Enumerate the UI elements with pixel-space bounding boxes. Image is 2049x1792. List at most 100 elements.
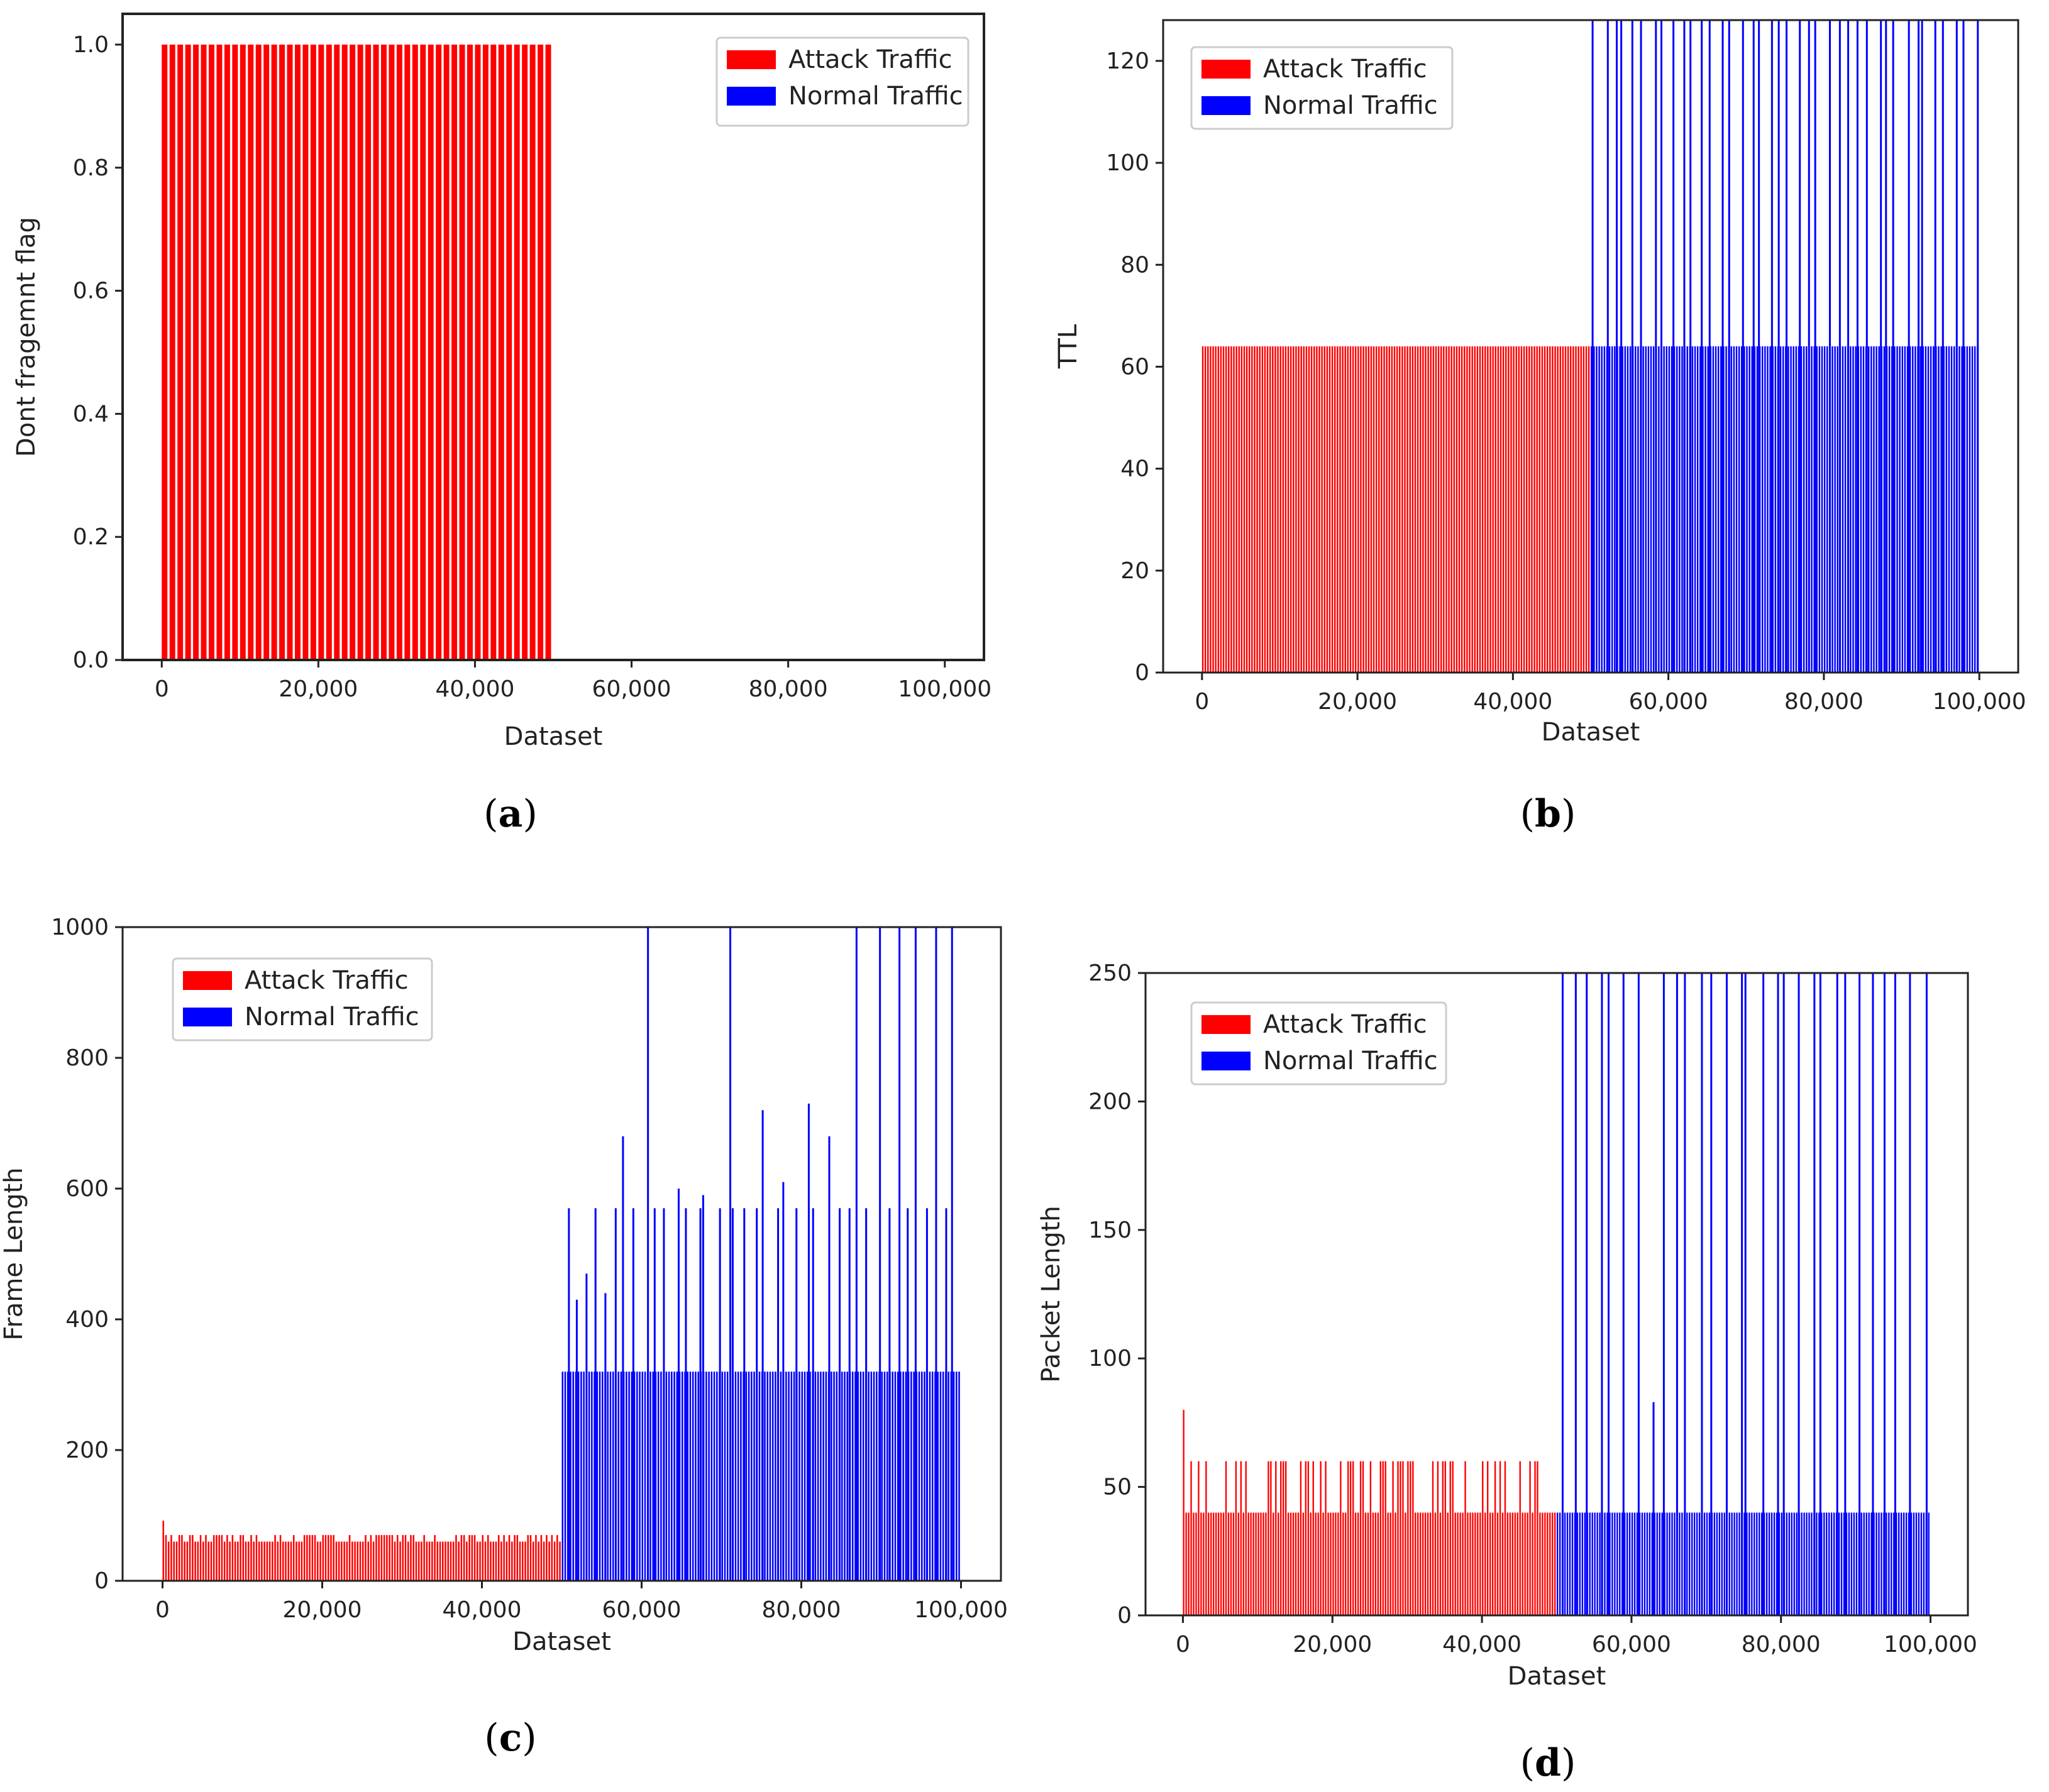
- panel-d-bar-normal: [1803, 1512, 1805, 1615]
- panel-b-bar-attack: [1404, 346, 1406, 673]
- panel-b-bar-attack: [1455, 346, 1458, 673]
- panel-b-bar-attack: [1293, 346, 1295, 673]
- panel-c-bar-attack: [287, 1541, 290, 1581]
- panel-d-bar-attack: [1364, 1512, 1367, 1615]
- panel-b-bar-attack: [1409, 346, 1411, 673]
- panel-c-bar-normal: [748, 1371, 750, 1581]
- panel-c-bar-normal: [841, 1371, 843, 1581]
- panel-d-bar-normal: [1703, 1512, 1706, 1615]
- panel-b-bar-attack: [1453, 346, 1455, 673]
- panel-b-ticks: 0 20,000 40,000 60,000 80,000 100,000 0 20 40 60 8…: [1106, 48, 2026, 715]
- panel-d-bar-attack: [1352, 1461, 1354, 1615]
- panel-b-bars: [1201, 20, 1979, 673]
- panel-d-bar-normal: [1689, 1512, 1691, 1615]
- panel-b-bar-normal: [1754, 346, 1756, 673]
- panel-d-bar-normal: [1868, 1512, 1870, 1615]
- panel-d-bar-normal: [1671, 1512, 1673, 1615]
- panel-d-bar-attack: [1255, 1512, 1257, 1615]
- panel-c-y-tick-label: 400: [65, 1307, 109, 1333]
- panel-c-bar-normal: [937, 1371, 939, 1581]
- panel-c-bar-attack: [240, 1535, 241, 1581]
- panel-c-bar-normal: [609, 1371, 612, 1581]
- panel-b-bar-attack: [1559, 346, 1562, 673]
- panel-d-bar-attack: [1501, 1512, 1504, 1615]
- panel-c-bar-attack: [415, 1541, 417, 1581]
- panel-d-bar-normal: [1848, 1512, 1850, 1615]
- panel-d-bar-attack: [1230, 1512, 1232, 1615]
- panel-a-legend-box: [715, 36, 969, 127]
- panel-c-bar-normal: [673, 1371, 675, 1581]
- panel-c-bar-attack: [559, 1541, 561, 1581]
- panel-d-bar-attack: [1217, 1512, 1220, 1615]
- panel-b-x-tick-label: 20,000: [1318, 689, 1397, 715]
- panel-c-bar-normal: [820, 1371, 822, 1581]
- panel-c-bar-normal: [566, 1371, 569, 1581]
- panel-c-bar-normal: [594, 1371, 595, 1581]
- panel-b-bar-attack: [1261, 346, 1264, 673]
- panel-b-bar-normal: [1855, 346, 1857, 673]
- panel-d-bar-normal: [1733, 1512, 1735, 1615]
- panel-a-bar-attack: [248, 44, 254, 660]
- panel-c-caption: (c): [484, 1716, 536, 1760]
- panel-c: 0 20,000 40,000 60,000 80,000 100,000 0 200 400 6…: [0, 915, 1008, 1760]
- panel-c-bar-attack: [292, 1535, 295, 1581]
- panel-a-x-tick-label: 20,000: [279, 676, 358, 702]
- panel-c-bar-attack: [207, 1541, 210, 1581]
- panel-d-bar-attack: [1362, 1461, 1364, 1615]
- panel-d-bar-normal: [1910, 1512, 1913, 1615]
- panel-d-y-tick-label: 250: [1088, 960, 1132, 986]
- panel-c-bar-attack: [319, 1541, 321, 1581]
- panel-c-x-tick-label: 80,000: [762, 1597, 841, 1623]
- panel-b-bar-normal: [1603, 346, 1606, 673]
- panel-b-bar-normal: [1717, 346, 1720, 673]
- panel-b-bar-attack: [1474, 346, 1476, 673]
- panel-b-bar-normal: [1696, 346, 1699, 673]
- panel-c-bar-normal: [790, 1371, 793, 1581]
- panel-c-bar-attack: [524, 1541, 526, 1581]
- panel-c-bar-normal: [726, 1371, 729, 1581]
- panel-b-bar-attack: [1362, 346, 1364, 673]
- panel-d-bar-normal: [1816, 1512, 1818, 1615]
- panel-d-legend: Attack Traffic Normal Traffic: [1190, 1001, 1447, 1086]
- panel-d-bar-attack: [1290, 1512, 1292, 1615]
- panel-b-bar-normal: [1870, 346, 1872, 673]
- panel-d-bar-normal: [1571, 1512, 1574, 1615]
- panel-b-bar-normal: [1614, 346, 1616, 673]
- panel-b-bar-attack: [1437, 346, 1440, 673]
- panel-b-bar-normal: [1702, 346, 1704, 673]
- panel-b-bar-attack: [1557, 346, 1559, 673]
- panel-d-bar-attack: [1410, 1461, 1411, 1615]
- panel-d-bar-attack: [1395, 1512, 1396, 1615]
- panel-c-bar-normal: [745, 1371, 748, 1581]
- panel-d-x-tick-label: 80,000: [1742, 1632, 1821, 1657]
- panel-b-bar-attack: [1515, 346, 1517, 673]
- panel-b-bar-attack: [1544, 346, 1546, 673]
- panel-d-bar-attack: [1422, 1512, 1424, 1615]
- panel-c-bar-normal: [751, 1371, 753, 1581]
- panel-a-bar-attack: [279, 44, 285, 660]
- panel-b-bar-normal: [1938, 346, 1940, 673]
- panel-c-bar-attack: [226, 1535, 228, 1581]
- panel-c-bar-normal: [771, 1371, 774, 1581]
- panel-d-bar-attack: [1424, 1512, 1427, 1615]
- panel-b-bar-attack: [1339, 346, 1341, 673]
- panel-c-bar-attack: [309, 1535, 311, 1581]
- panel-a-bar-attack: [459, 44, 465, 660]
- panel-b-bar-normal: [1774, 346, 1777, 673]
- panel-b-bar-normal: [1751, 346, 1753, 673]
- panel-d-bar-attack: [1310, 1512, 1312, 1615]
- panel-c-bar-normal: [692, 1371, 694, 1581]
- panel-c-bar-attack: [362, 1541, 364, 1581]
- panel-c-bar-normal: [806, 1371, 809, 1581]
- panel-d-bar-attack: [1506, 1512, 1509, 1615]
- panel-b-bar-attack: [1414, 346, 1417, 673]
- panel-b-bar-attack: [1287, 346, 1290, 673]
- panel-c-bar-attack: [279, 1535, 282, 1581]
- panel-d-bar-attack: [1522, 1512, 1523, 1615]
- panel-b-bar-normal: [1767, 346, 1769, 673]
- panel-c-bar-normal: [628, 1371, 630, 1581]
- panel-c-bar-attack: [397, 1535, 399, 1581]
- panel-c-bar-normal: [921, 1371, 923, 1581]
- panel-b-x-tick-label: 60,000: [1629, 689, 1708, 715]
- panel-d-bar-attack: [1315, 1512, 1317, 1615]
